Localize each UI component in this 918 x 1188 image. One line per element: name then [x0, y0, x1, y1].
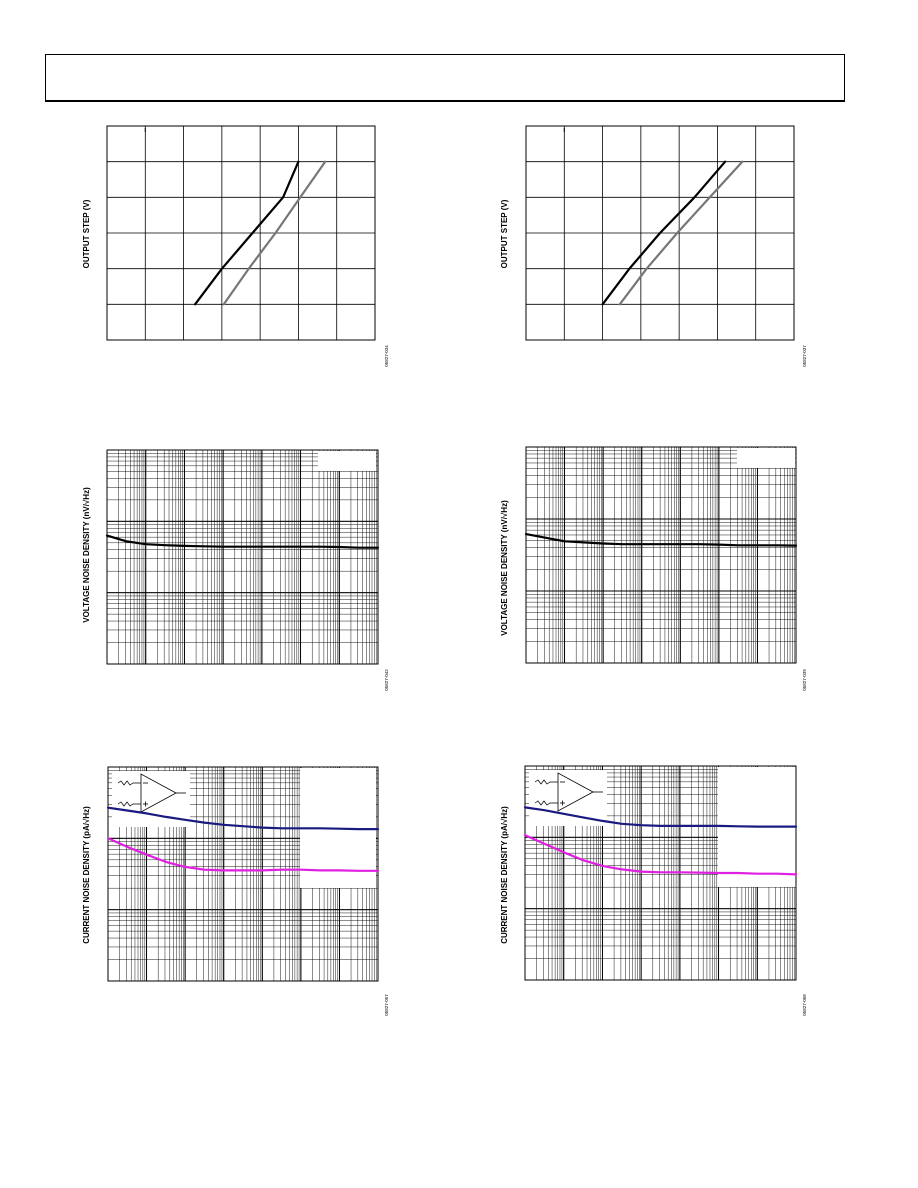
plot-border: [525, 446, 797, 664]
chart-voltage-noise-left: VOLTAGE NOISE DENSITY (nV/√Hz) 05827-042: [82, 449, 389, 691]
series-line-1: [106, 806, 380, 831]
legend-box: [318, 451, 376, 471]
y-axis-label: VOLTAGE NOISE DENSITY (nV/√Hz): [82, 487, 91, 623]
figure-id: 05827-039: [802, 669, 807, 691]
plot-border: [525, 125, 795, 341]
figure-id: 05827-037: [802, 345, 807, 367]
page-header-box: [45, 54, 845, 102]
plot-grid: [525, 446, 797, 664]
figure-id: 05827-058: [802, 994, 807, 1016]
series-line-1: [523, 806, 798, 828]
chart-current-noise-right: CURRENT NOISE DENSITY (pA/√Hz) 05827-058: [500, 765, 807, 1016]
y-axis-label: VOLTAGE NOISE DENSITY (nV/√Hz): [500, 500, 509, 636]
opamp-schematic: [529, 770, 607, 826]
y-axis-label: OUTPUT STEP (V): [500, 199, 509, 268]
opamp-triangle: [140, 773, 177, 813]
series-line-2: [618, 160, 744, 306]
series-line-2: [106, 837, 380, 872]
schematic-background: [529, 770, 607, 826]
chart-voltage-noise-right: VOLTAGE NOISE DENSITY (nV/√Hz) 05827-039: [500, 446, 807, 691]
figure-id: 05827-042: [384, 669, 389, 691]
legend-box: [737, 448, 795, 468]
plot-grid: [106, 125, 376, 341]
series-line-2: [222, 160, 327, 306]
series-line-1: [105, 534, 380, 549]
plot-border: [106, 125, 376, 341]
plot-border: [106, 449, 379, 665]
series-line-1: [601, 160, 727, 306]
y-axis-label: OUTPUT STEP (V): [82, 199, 91, 268]
chart-current-noise-left: CURRENT NOISE DENSITY (pA/√Hz) 05827-057: [82, 766, 389, 1016]
chart-output-step-left: OUTPUT STEP (V) 05827-034: [82, 125, 389, 367]
plot-border: [524, 765, 797, 981]
resistor-inverting: [117, 780, 141, 786]
y-axis-label: CURRENT NOISE DENSITY (pA/√Hz): [82, 806, 91, 944]
resistor-inverting: [534, 779, 558, 785]
series-line-1: [194, 160, 300, 306]
resistor-noninverting: [117, 801, 141, 807]
chart-output-step-right: OUTPUT STEP (V) 05827-037: [500, 125, 807, 367]
series-line-1: [524, 532, 798, 547]
plot-grid: [106, 449, 379, 665]
series-line-2: [523, 834, 798, 876]
figure-id: 05827-034: [384, 345, 389, 367]
resistor-noninverting: [534, 800, 558, 806]
figure-id: 05827-057: [384, 994, 389, 1016]
opamp-triangle: [557, 772, 594, 812]
y-axis-label: CURRENT NOISE DENSITY (pA/√Hz): [500, 806, 509, 944]
plot-border: [107, 766, 379, 982]
